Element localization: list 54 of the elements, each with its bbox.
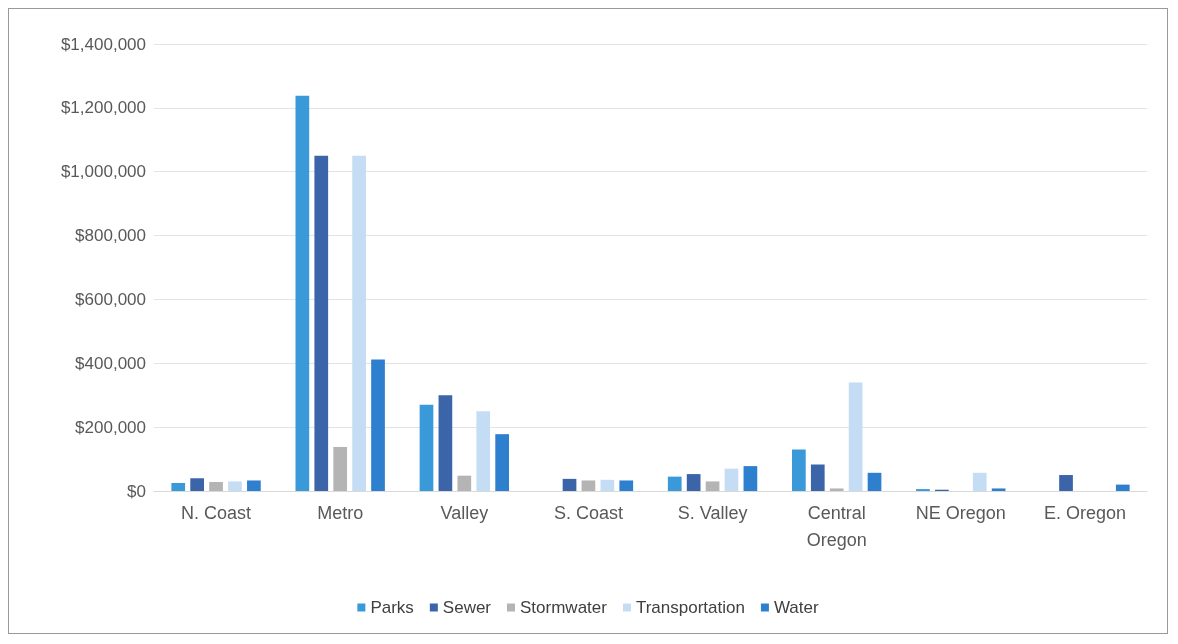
bar: [562, 478, 577, 491]
y-tick-label: $1,200,000: [60, 98, 146, 118]
x-tick-label: Valley: [440, 502, 489, 523]
y-tick-label: $600,000: [75, 289, 146, 309]
bar: [619, 480, 634, 491]
bar: [457, 475, 472, 491]
bar: [991, 488, 1006, 491]
bar: [667, 476, 682, 491]
bar: [295, 95, 310, 491]
bar: [495, 434, 509, 491]
bar: [600, 479, 615, 491]
y-tick-label: $1,000,000: [60, 162, 146, 182]
bar: [829, 488, 844, 491]
x-tick-label: S. Valley: [677, 502, 748, 523]
bar: [333, 446, 348, 491]
bar: [686, 474, 701, 491]
bar: [438, 395, 453, 491]
bar: [476, 411, 491, 491]
bar: [1115, 484, 1130, 491]
x-tick-label: Central Oregon: [806, 502, 867, 550]
legend-label: Sewer: [442, 598, 492, 617]
bar: [867, 472, 882, 491]
bar: [190, 478, 204, 491]
x-tick-label: E. Oregon: [1043, 502, 1126, 523]
bar: [1059, 475, 1073, 491]
bar: [705, 481, 720, 491]
bar: [743, 466, 758, 491]
bar: [724, 468, 739, 491]
x-tick-label: Metro: [317, 502, 364, 523]
y-tick-label: $1,400,000: [60, 34, 146, 54]
bar: [209, 482, 223, 491]
bar: [419, 404, 434, 491]
x-tick-label: NE Oregon: [915, 502, 1006, 523]
bar: [792, 449, 806, 491]
legend-label: Parks: [370, 598, 414, 617]
bar: [371, 359, 385, 491]
x-tick-label: N. Coast: [181, 502, 252, 523]
legend-label: Stormwater: [520, 598, 608, 617]
bar: [848, 382, 863, 491]
bar: [228, 481, 242, 491]
bar: [581, 480, 596, 491]
y-tick-label: $800,000: [75, 226, 146, 246]
y-tick-label: $200,000: [75, 417, 146, 437]
x-tick-label: S. Coast: [553, 502, 623, 523]
bar: [314, 155, 329, 491]
bar: [810, 464, 825, 491]
bar: [352, 155, 366, 491]
y-tick-label: $0: [127, 481, 146, 501]
bar: [247, 480, 261, 491]
bar: [171, 483, 186, 491]
legend-label: Transportation: [635, 598, 745, 617]
legend-label: Water: [773, 598, 819, 617]
bar: [972, 472, 987, 491]
y-tick-label: $400,000: [75, 353, 146, 373]
